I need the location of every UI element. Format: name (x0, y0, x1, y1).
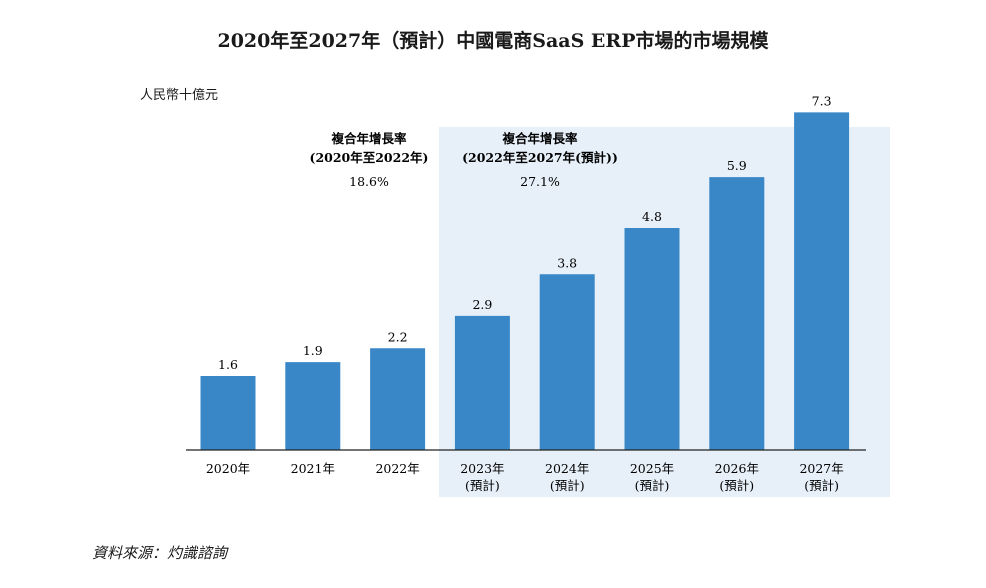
x-tick-note: (預計) (719, 478, 754, 493)
bar (454, 315, 510, 450)
cagr-annotation-forecast: 複合年增長率 (2022年至2027年(預計)) 27.1% (462, 131, 618, 189)
data-label: 2.2 (388, 329, 408, 344)
x-tick-label: 2027年 (799, 461, 843, 476)
data-label: 4.8 (642, 209, 662, 224)
unit-label: 人民幣十億元 (140, 88, 219, 103)
x-tick-note: (預計) (465, 478, 500, 493)
x-tick-label: 2025年 (630, 461, 674, 476)
bar (709, 177, 765, 450)
bar (370, 348, 426, 450)
x-tick-label: 2020年 (206, 461, 250, 476)
cagr-period: (2020年至2022年) (310, 150, 429, 165)
chart-title: 2020年至2027年（預計）中國電商SaaS ERP市場的市場規模 (217, 30, 769, 52)
x-tick-label: 2022年 (375, 461, 419, 476)
data-label: 3.8 (557, 255, 577, 270)
bar (200, 376, 256, 450)
bar (624, 228, 680, 450)
data-label: 1.9 (303, 343, 323, 358)
data-label: 5.9 (727, 158, 747, 173)
bar (794, 112, 850, 450)
cagr-value: 18.6% (349, 174, 389, 189)
cagr-period: (2022年至2027年(預計)) (462, 150, 618, 165)
x-tick-label: 2021年 (291, 461, 335, 476)
source-note: 資料來源：灼識諮詢 (92, 544, 228, 562)
x-tick-label: 2024年 (545, 461, 589, 476)
cagr-value: 27.1% (520, 174, 560, 189)
x-tick-note: (預計) (804, 478, 839, 493)
cagr-label: 複合年增長率 (330, 131, 407, 146)
x-tick-label: 2023年 (460, 461, 504, 476)
data-label: 2.9 (472, 297, 492, 312)
x-tick-note: (預計) (550, 478, 585, 493)
cagr-annotation-historical: 複合年增長率 (2020年至2022年) 18.6% (310, 131, 429, 189)
bar (539, 274, 595, 450)
data-label: 1.6 (218, 357, 238, 372)
x-tick-note: (預計) (635, 478, 670, 493)
data-label: 7.3 (812, 93, 832, 108)
x-tick-label: 2026年 (715, 461, 759, 476)
cagr-label: 複合年增長率 (501, 131, 578, 146)
bar (285, 362, 341, 450)
